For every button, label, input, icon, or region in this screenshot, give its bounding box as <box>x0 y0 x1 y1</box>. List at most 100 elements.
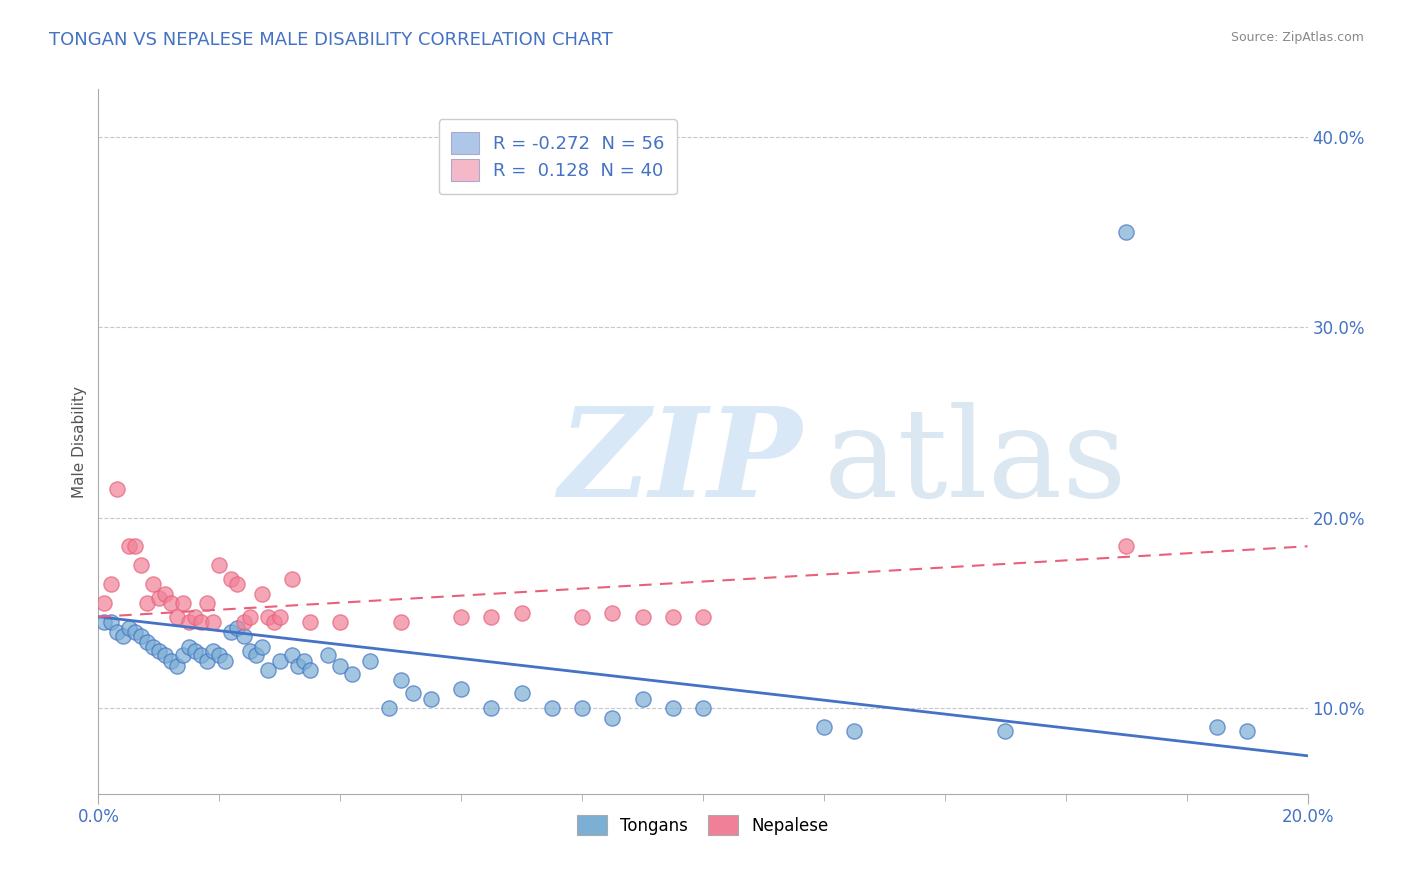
Point <box>269 654 291 668</box>
Point <box>214 654 236 668</box>
Point <box>135 634 157 648</box>
Text: ZIP: ZIP <box>558 402 801 524</box>
Point <box>129 629 152 643</box>
Point <box>179 615 201 630</box>
Point <box>111 629 134 643</box>
Point <box>93 615 115 630</box>
Point <box>281 572 304 586</box>
Point <box>166 609 188 624</box>
Point <box>221 625 243 640</box>
Point <box>329 659 352 673</box>
Point <box>481 701 503 715</box>
Point <box>118 621 141 635</box>
Y-axis label: Male Disability: Male Disability <box>72 385 87 498</box>
Legend: Tongans, Nepalese: Tongans, Nepalese <box>571 808 835 842</box>
Point <box>287 659 309 673</box>
Text: atlas: atlas <box>824 402 1128 524</box>
Point <box>631 691 654 706</box>
Point <box>142 577 165 591</box>
Point <box>184 609 207 624</box>
Point <box>195 654 218 668</box>
Point <box>135 596 157 610</box>
Point <box>661 609 683 624</box>
Point <box>661 701 683 715</box>
Point <box>124 625 146 640</box>
Point <box>602 711 624 725</box>
Point <box>292 654 315 668</box>
Point <box>202 615 225 630</box>
Point <box>184 644 207 658</box>
Point <box>813 720 835 734</box>
Point <box>148 591 170 605</box>
Point <box>160 596 183 610</box>
Point <box>269 609 291 624</box>
Point <box>142 640 165 655</box>
Point <box>420 691 443 706</box>
Point <box>571 701 593 715</box>
Point <box>190 615 212 630</box>
Point <box>129 558 152 573</box>
Text: TONGAN VS NEPALESE MALE DISABILITY CORRELATION CHART: TONGAN VS NEPALESE MALE DISABILITY CORRE… <box>49 31 613 49</box>
Point <box>1206 720 1229 734</box>
Point <box>540 701 562 715</box>
Point <box>250 640 273 655</box>
Point <box>342 666 364 681</box>
Point <box>256 663 278 677</box>
Point <box>571 609 593 624</box>
Point <box>299 663 322 677</box>
Point <box>100 615 122 630</box>
Point <box>1115 539 1137 553</box>
Point <box>299 615 322 630</box>
Point <box>402 686 425 700</box>
Point <box>631 609 654 624</box>
Point <box>994 724 1017 739</box>
Point <box>510 686 533 700</box>
Point <box>239 644 262 658</box>
Point <box>450 609 472 624</box>
Point <box>100 577 122 591</box>
Point <box>602 606 624 620</box>
Text: Source: ZipAtlas.com: Source: ZipAtlas.com <box>1230 31 1364 45</box>
Point <box>202 644 225 658</box>
Point <box>360 654 382 668</box>
Point <box>245 648 267 662</box>
Point <box>172 648 194 662</box>
Point <box>148 644 170 658</box>
Point <box>450 682 472 697</box>
Point <box>153 648 176 662</box>
Point <box>232 615 254 630</box>
Point <box>389 615 412 630</box>
Point <box>221 572 243 586</box>
Point <box>190 648 212 662</box>
Point <box>692 609 714 624</box>
Point <box>124 539 146 553</box>
Point <box>250 587 273 601</box>
Point <box>118 539 141 553</box>
Point <box>281 648 304 662</box>
Point <box>105 482 128 496</box>
Point <box>179 640 201 655</box>
Point <box>226 621 249 635</box>
Point <box>692 701 714 715</box>
Point <box>226 577 249 591</box>
Point <box>93 596 115 610</box>
Point <box>263 615 285 630</box>
Point <box>389 673 412 687</box>
Point <box>232 629 254 643</box>
Point <box>195 596 218 610</box>
Point <box>844 724 866 739</box>
Point <box>1236 724 1258 739</box>
Point <box>160 654 183 668</box>
Point <box>172 596 194 610</box>
Point <box>208 648 231 662</box>
Point <box>208 558 231 573</box>
Point <box>316 648 339 662</box>
Point <box>1115 225 1137 239</box>
Point <box>239 609 262 624</box>
Point <box>166 659 188 673</box>
Point <box>481 609 503 624</box>
Point <box>377 701 399 715</box>
Point <box>256 609 278 624</box>
Point <box>329 615 352 630</box>
Point <box>153 587 176 601</box>
